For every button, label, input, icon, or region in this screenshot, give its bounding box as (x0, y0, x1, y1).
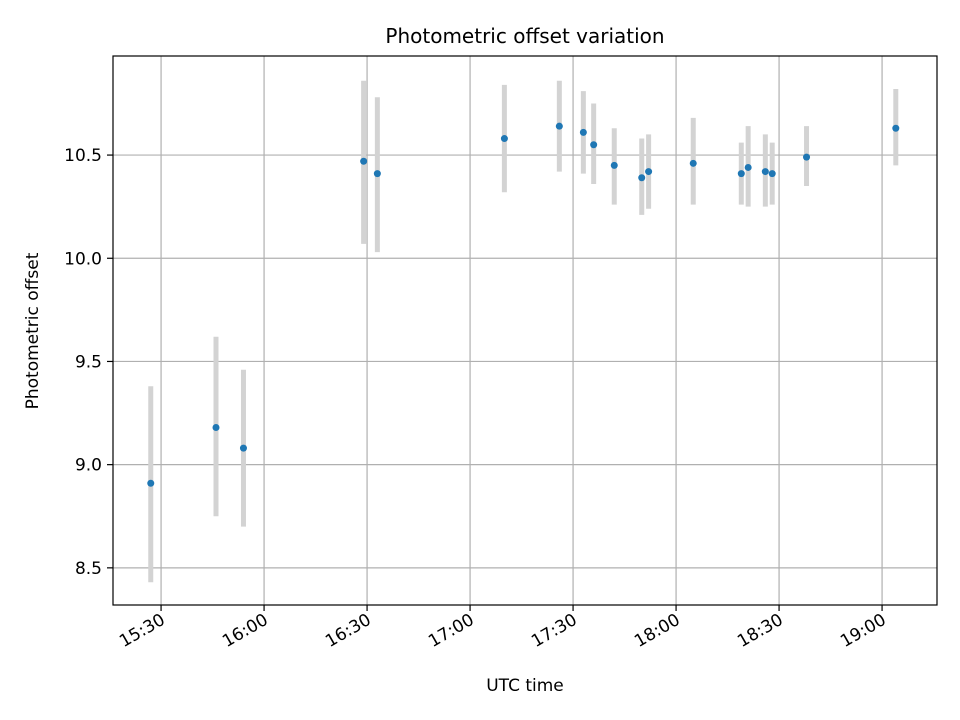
data-point (803, 153, 811, 161)
y-tick-label: 9.0 (75, 456, 102, 476)
data-point (147, 479, 155, 487)
x-axis-label: UTC time (486, 676, 564, 696)
data-point (590, 141, 598, 149)
data-point (768, 170, 776, 178)
y-tick-label: 9.5 (75, 352, 102, 372)
data-point (645, 168, 653, 176)
data-point (360, 157, 368, 165)
data-point (555, 122, 563, 130)
data-point (212, 424, 220, 432)
data-point (737, 170, 745, 178)
data-point (638, 174, 646, 182)
data-point (892, 124, 900, 132)
y-axis-label: Photometric offset (23, 252, 43, 409)
grid (113, 56, 937, 605)
data-point (744, 163, 752, 171)
y-tick-label: 10.0 (64, 249, 102, 269)
y-tick-label: 10.5 (64, 146, 102, 166)
y-tick-label: 8.5 (75, 559, 102, 579)
data-points (147, 122, 900, 487)
data-point (761, 168, 769, 176)
data-point (500, 135, 508, 143)
data-point (373, 170, 381, 178)
data-point (579, 128, 587, 136)
data-point (689, 159, 697, 167)
data-point (610, 161, 618, 169)
y-axis-ticks: 8.5 9.0 9.5 10.0 10.5 (64, 146, 113, 579)
chart-title: Photometric offset variation (385, 24, 664, 48)
plot-frame (112, 55, 938, 606)
data-point (239, 444, 247, 452)
